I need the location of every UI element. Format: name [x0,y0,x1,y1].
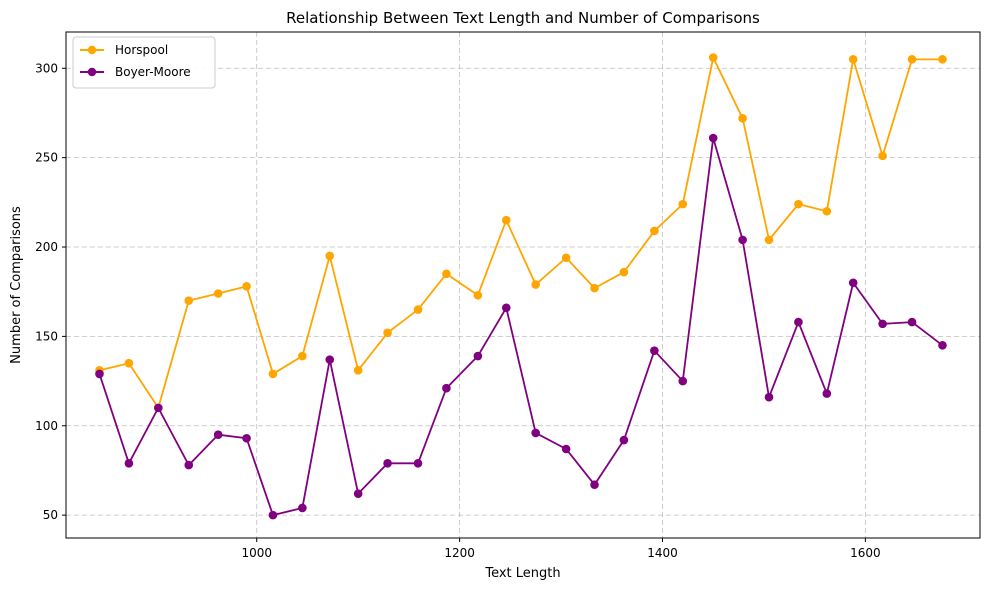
data-point-boyer-moore [531,428,540,438]
y-tick-label: 50 [43,508,58,522]
data-point-boyer-moore [154,403,163,413]
data-point-boyer-moore [124,458,134,468]
grid-layer [66,32,980,538]
data-point-horspool [907,55,917,64]
data-point-horspool [650,226,659,236]
data-point-horspool [764,235,774,245]
x-tick-label: 1400 [647,546,678,560]
series-line-boyer-moore [98,137,944,517]
series-line-horspool [99,56,943,409]
legend-marker-boyer-moore [87,67,97,77]
y-tick-label: 150 [35,329,58,343]
data-point-horspool [794,199,803,209]
data-point-horspool [268,369,278,379]
y-tick-label: 100 [35,419,58,433]
x-tick-label: 1600 [850,546,881,560]
data-point-boyer-moore [678,376,688,386]
data-point-boyer-moore [794,317,803,327]
data-point-horspool [938,55,947,64]
data-point-boyer-moore [184,460,194,470]
plot-frame [65,31,981,539]
data-point-horspool [738,114,747,123]
data-point-horspool [473,290,483,300]
data-point-horspool [619,267,629,277]
data-point-horspool [124,358,134,368]
data-point-boyer-moore [213,430,223,439]
data-point-horspool [678,199,688,209]
data-point-boyer-moore [590,480,599,490]
data-point-horspool [325,251,335,261]
data-point-boyer-moore [298,503,307,513]
data-point-boyer-moore [619,435,629,445]
legend-marker-horspool [87,45,97,55]
data-point-boyer-moore [325,355,335,364]
data-point-boyer-moore [501,303,511,313]
data-point-boyer-moore [473,351,483,361]
data-point-boyer-moore [907,317,917,327]
data-point-boyer-moore [708,133,718,143]
legend-label-horspool: Horspool [115,43,168,57]
data-point-horspool [383,328,392,338]
data-point-horspool [213,289,223,298]
y-tick-label: 300 [35,61,58,75]
data-point-boyer-moore [848,278,858,288]
data-point-boyer-moore [442,383,451,393]
data-point-horspool [590,283,599,293]
data-point-horspool [442,269,451,279]
data-point-horspool [531,280,540,289]
data-point-horspool [298,351,307,361]
data-point-horspool [708,53,718,62]
data-point-horspool [822,206,832,216]
data-point-horspool [353,366,363,375]
series-boyer-moore [95,133,947,520]
x-tick-label: 1200 [444,546,475,560]
data-point-horspool [501,215,511,225]
data-point-boyer-moore [95,369,104,379]
series-layer [95,53,947,520]
y-tick-label: 250 [35,151,58,165]
data-point-horspool [561,253,571,263]
data-point-boyer-moore [764,392,774,402]
data-point-horspool [413,305,423,314]
data-point-horspool [848,55,858,64]
data-point-horspool [878,151,887,161]
y-axis-label: Number of Comparisons [9,206,24,364]
data-point-boyer-moore [353,489,363,498]
data-point-boyer-moore [650,346,659,355]
data-point-boyer-moore [822,389,832,398]
legend-label-boyer-moore: Boyer-Moore [115,65,191,79]
data-point-horspool [184,296,194,305]
x-tick-label: 1000 [241,546,272,560]
data-point-horspool [242,282,251,291]
chart-title: Relationship Between Text Length and Num… [286,9,760,27]
ticks-layer: 1000 1200 1400 1600 50 100 150 200 250 300 [35,61,881,560]
data-point-boyer-moore [383,458,392,468]
data-point-boyer-moore [242,433,251,443]
data-point-boyer-moore [878,319,887,329]
y-tick-label: 200 [35,240,58,254]
x-axis-label: Text Length [484,566,560,581]
legend-frame [72,36,216,89]
data-point-boyer-moore [938,341,947,350]
data-point-boyer-moore [268,510,278,520]
data-point-boyer-moore [413,458,423,468]
data-point-boyer-moore [738,235,747,245]
data-point-boyer-moore [561,444,571,454]
legend: Horspool Boyer-Moore [72,36,216,89]
